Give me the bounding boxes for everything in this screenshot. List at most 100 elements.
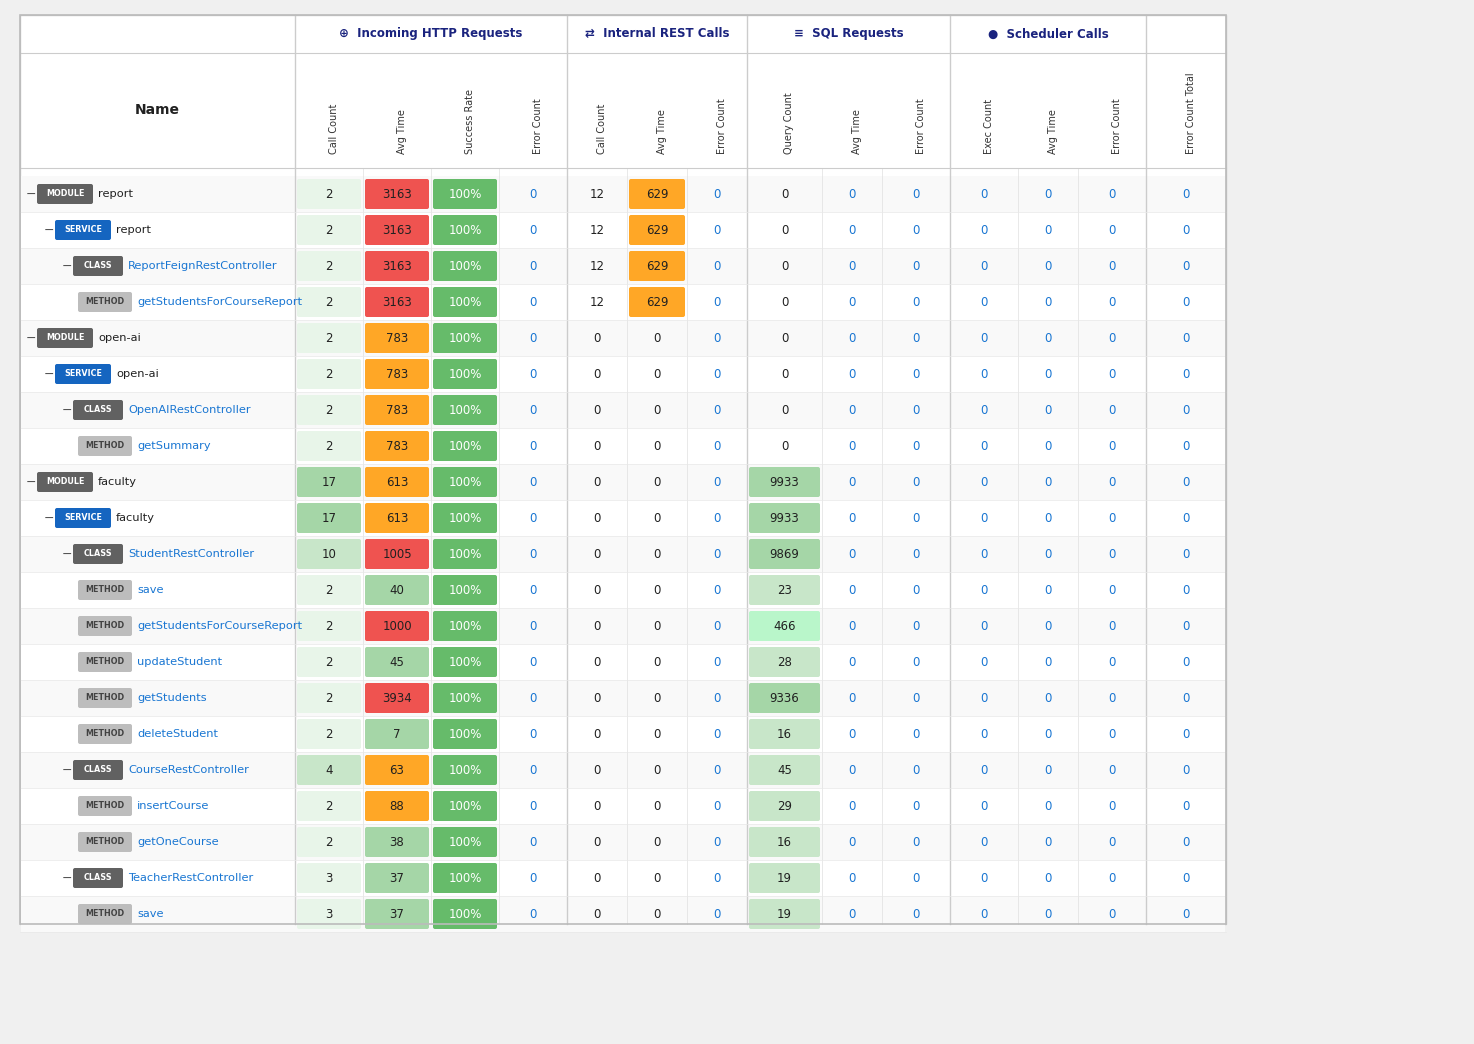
FancyBboxPatch shape — [366, 251, 429, 281]
Text: 0: 0 — [1108, 800, 1116, 812]
Text: 0: 0 — [594, 763, 601, 777]
Text: 0: 0 — [1108, 295, 1116, 308]
FancyBboxPatch shape — [74, 256, 122, 276]
Text: 0: 0 — [980, 512, 988, 524]
Text: 2: 2 — [326, 188, 333, 200]
Text: 0: 0 — [529, 295, 537, 308]
FancyBboxPatch shape — [366, 755, 429, 785]
Text: 0: 0 — [980, 547, 988, 561]
Text: 0: 0 — [1044, 547, 1051, 561]
FancyBboxPatch shape — [749, 467, 820, 497]
Text: 783: 783 — [386, 440, 408, 452]
Text: CLASS: CLASS — [84, 405, 112, 414]
Text: 2: 2 — [326, 440, 333, 452]
Text: 0: 0 — [849, 223, 856, 237]
Text: 0: 0 — [781, 367, 789, 380]
Text: 0: 0 — [594, 475, 601, 489]
Text: 0: 0 — [1044, 475, 1051, 489]
Text: 0: 0 — [1044, 907, 1051, 921]
Text: 0: 0 — [1182, 800, 1190, 812]
Text: 7: 7 — [394, 728, 401, 740]
FancyBboxPatch shape — [37, 328, 93, 348]
Bar — [21, 536, 1225, 571]
Text: 0: 0 — [849, 403, 856, 417]
Text: 23: 23 — [777, 584, 792, 596]
Text: −: − — [27, 332, 37, 345]
Text: 0: 0 — [912, 835, 920, 849]
FancyBboxPatch shape — [433, 215, 497, 245]
Text: CLASS: CLASS — [84, 549, 112, 559]
Text: 0: 0 — [980, 475, 988, 489]
Text: 0: 0 — [980, 835, 988, 849]
Text: 0: 0 — [912, 619, 920, 633]
Text: 12: 12 — [590, 223, 604, 237]
Text: 38: 38 — [389, 835, 404, 849]
Text: 0: 0 — [1044, 295, 1051, 308]
Text: 0: 0 — [1044, 763, 1051, 777]
FancyBboxPatch shape — [296, 287, 361, 317]
Text: 0: 0 — [1182, 547, 1190, 561]
Text: 0: 0 — [980, 260, 988, 272]
FancyBboxPatch shape — [433, 431, 497, 461]
Text: 0: 0 — [713, 367, 721, 380]
Text: 28: 28 — [777, 656, 792, 668]
Text: 4: 4 — [326, 763, 333, 777]
FancyBboxPatch shape — [749, 539, 820, 569]
Text: ⊕  Incoming HTTP Requests: ⊕ Incoming HTTP Requests — [339, 27, 523, 41]
Text: 0: 0 — [1108, 691, 1116, 705]
Bar — [21, 716, 1225, 752]
FancyBboxPatch shape — [366, 359, 429, 389]
Text: 613: 613 — [386, 512, 408, 524]
Text: 0: 0 — [849, 872, 856, 884]
Text: 100%: 100% — [448, 512, 482, 524]
Text: 0: 0 — [912, 763, 920, 777]
FancyBboxPatch shape — [366, 683, 429, 713]
Text: 0: 0 — [1108, 907, 1116, 921]
Text: 2: 2 — [326, 223, 333, 237]
Text: 0: 0 — [849, 800, 856, 812]
FancyBboxPatch shape — [296, 863, 361, 893]
FancyBboxPatch shape — [366, 431, 429, 461]
FancyBboxPatch shape — [78, 580, 133, 600]
Text: Error Count: Error Count — [1111, 98, 1122, 155]
Text: 0: 0 — [1182, 260, 1190, 272]
Text: 0: 0 — [529, 728, 537, 740]
Text: 0: 0 — [529, 763, 537, 777]
Text: 0: 0 — [594, 367, 601, 380]
Text: MODULE: MODULE — [46, 333, 84, 342]
FancyBboxPatch shape — [433, 251, 497, 281]
Text: 0: 0 — [1044, 332, 1051, 345]
FancyBboxPatch shape — [433, 719, 497, 749]
Text: 0: 0 — [849, 619, 856, 633]
Text: 100%: 100% — [448, 295, 482, 308]
Text: 0: 0 — [1044, 800, 1051, 812]
FancyBboxPatch shape — [74, 868, 122, 888]
Text: Error Count Total: Error Count Total — [1187, 72, 1195, 155]
Text: 0: 0 — [980, 440, 988, 452]
Text: 0: 0 — [529, 547, 537, 561]
Text: TeacherRestController: TeacherRestController — [128, 873, 254, 883]
Text: 783: 783 — [386, 403, 408, 417]
Text: CLASS: CLASS — [84, 874, 112, 882]
Text: 100%: 100% — [448, 619, 482, 633]
Text: 100%: 100% — [448, 440, 482, 452]
Text: 0: 0 — [1108, 475, 1116, 489]
Text: 0: 0 — [1108, 188, 1116, 200]
Text: 0: 0 — [912, 872, 920, 884]
Text: 17: 17 — [321, 512, 336, 524]
FancyBboxPatch shape — [433, 683, 497, 713]
Text: 0: 0 — [912, 260, 920, 272]
Text: 0: 0 — [1182, 728, 1190, 740]
Text: 0: 0 — [594, 619, 601, 633]
Text: 19: 19 — [777, 907, 792, 921]
Text: 16: 16 — [777, 835, 792, 849]
Text: 19: 19 — [777, 872, 792, 884]
FancyBboxPatch shape — [749, 503, 820, 533]
FancyBboxPatch shape — [433, 179, 497, 209]
Text: 0: 0 — [1108, 728, 1116, 740]
Text: 629: 629 — [646, 223, 668, 237]
Text: 0: 0 — [529, 512, 537, 524]
Text: 100%: 100% — [448, 691, 482, 705]
Text: 0: 0 — [653, 440, 660, 452]
Text: 100%: 100% — [448, 223, 482, 237]
